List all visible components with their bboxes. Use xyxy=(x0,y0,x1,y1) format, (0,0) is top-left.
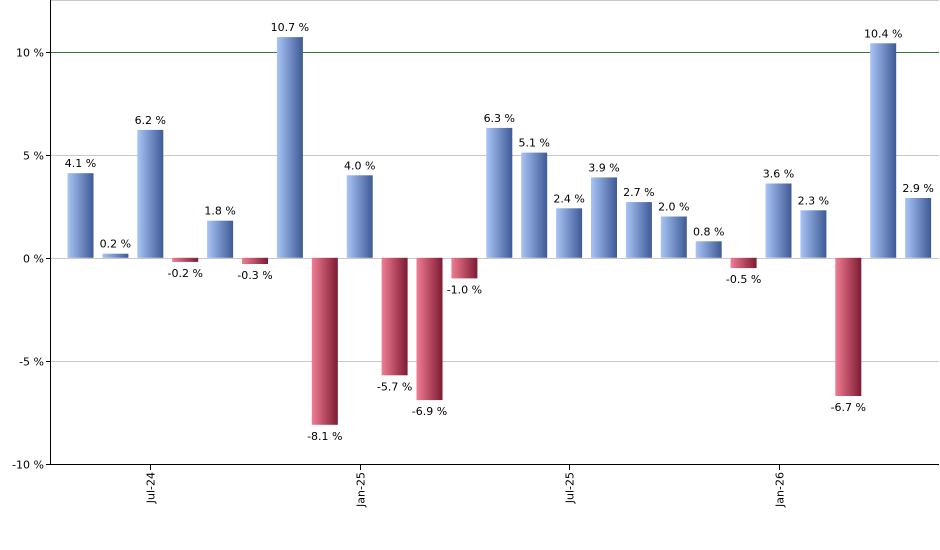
bar-value-label: -0.3 % xyxy=(237,269,272,282)
bar-value-label: 3.6 % xyxy=(763,168,794,181)
bar-value-label: -6.9 % xyxy=(412,405,447,418)
x-tick-label: Jul-24 xyxy=(145,472,158,504)
bar xyxy=(381,257,408,376)
bar xyxy=(905,198,932,258)
x-tick-label: Jul-25 xyxy=(564,472,577,504)
bar xyxy=(591,177,617,258)
bars xyxy=(67,37,932,425)
y-tick-label: 0 % xyxy=(23,253,44,266)
bar-value-label: 0.8 % xyxy=(693,225,724,238)
bar xyxy=(137,129,164,258)
bar-value-label: 10.7 % xyxy=(271,21,309,34)
y-tick-label: -10 % xyxy=(12,459,44,472)
bar xyxy=(556,208,583,258)
y-tick-label: -5 % xyxy=(19,356,44,369)
bar-value-label: 6.2 % xyxy=(135,114,166,127)
bar xyxy=(695,241,722,258)
bar-value-label: -0.2 % xyxy=(167,267,202,280)
bar-value-label: 2.7 % xyxy=(623,186,654,199)
bar-value-label: 4.0 % xyxy=(344,159,375,172)
bar xyxy=(276,37,303,258)
bar xyxy=(102,253,129,258)
bar-value-label: 3.9 % xyxy=(588,161,619,174)
bar-value-label: -6.7 % xyxy=(831,401,866,414)
bar xyxy=(451,257,478,279)
labels: 10 % 5 % 0 % -5 % -10 % 4.1 % 0.2 % 6.2 % -0.2 %… xyxy=(12,21,934,508)
bar-value-label: -0.5 % xyxy=(726,273,761,286)
bar-value-label: 2.3 % xyxy=(798,194,829,207)
bar-value-label: 4.1 % xyxy=(65,157,96,170)
bar xyxy=(800,210,827,258)
bar-value-label: 2.0 % xyxy=(658,201,689,214)
bar xyxy=(765,183,792,258)
bar-value-label: -1.0 % xyxy=(447,283,482,296)
bar-value-label: -8.1 % xyxy=(307,430,342,443)
bar xyxy=(870,43,897,258)
bar-value-label: 1.8 % xyxy=(204,205,235,218)
bar-value-label: 2.9 % xyxy=(902,182,933,195)
bar xyxy=(346,175,373,258)
bar-value-label: 10.4 % xyxy=(864,27,902,40)
y-tick-label: 10 % xyxy=(16,47,44,60)
bar xyxy=(311,257,338,425)
x-tick-label: Jan-25 xyxy=(355,472,368,508)
bar xyxy=(172,257,199,262)
bar xyxy=(660,216,687,258)
bar-value-label: 0.2 % xyxy=(100,238,131,251)
bar-value-label: -5.7 % xyxy=(377,380,412,393)
x-tick-label: Jan-26 xyxy=(774,472,787,508)
bar-value-label: 5.1 % xyxy=(518,137,549,150)
bar-value-label: 6.3 % xyxy=(484,112,515,125)
bar xyxy=(207,220,234,258)
bar xyxy=(67,173,94,258)
axes xyxy=(46,0,939,470)
bar-value-label: 2.4 % xyxy=(553,192,584,205)
y-tick-label: 5 % xyxy=(23,150,44,163)
bar xyxy=(625,202,652,258)
bar xyxy=(486,127,513,258)
bar xyxy=(242,257,268,264)
bar xyxy=(521,152,548,258)
bar xyxy=(835,257,862,396)
bar xyxy=(730,257,757,269)
bar xyxy=(416,257,443,401)
